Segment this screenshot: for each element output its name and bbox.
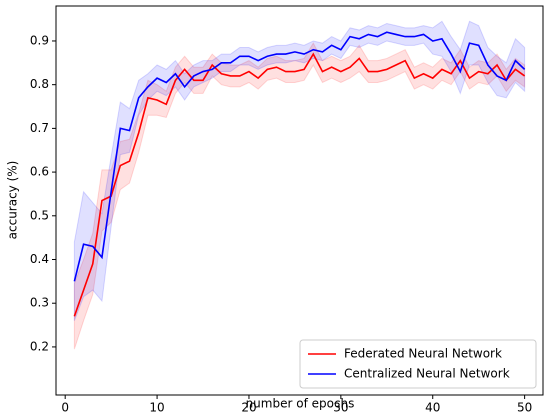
y-tick-label: 0.7 xyxy=(30,121,49,135)
x-tick-label: 50 xyxy=(517,401,532,414)
plot-frame xyxy=(55,5,544,396)
y-tick-label: 0.2 xyxy=(30,339,49,353)
y-tick-label: 0.6 xyxy=(30,165,49,179)
y-tick-label: 0.9 xyxy=(30,33,49,47)
x-tick-label: 10 xyxy=(149,401,164,414)
y-tick-label: 0.8 xyxy=(30,77,49,91)
y-tick-label: 0.4 xyxy=(30,252,49,266)
x-tick-label: 30 xyxy=(333,401,348,414)
error-band xyxy=(73,42,526,350)
legend-box xyxy=(299,339,537,389)
x-tick-label: 40 xyxy=(425,401,440,414)
legend-label: Centralized Neural Network xyxy=(344,367,510,381)
line xyxy=(73,31,526,282)
error-band xyxy=(73,20,526,321)
y-tick-label: 0.3 xyxy=(30,296,49,310)
x-axis-label: number of epochs xyxy=(246,397,355,411)
y-tick-label: 0.5 xyxy=(30,208,49,222)
x-tick-label: 20 xyxy=(241,401,256,414)
y-axis-label: accuracy (%) xyxy=(6,161,20,240)
x-tick-label: 0 xyxy=(61,401,69,414)
line xyxy=(73,52,526,317)
legend-label: Federated Neural Network xyxy=(344,347,502,361)
